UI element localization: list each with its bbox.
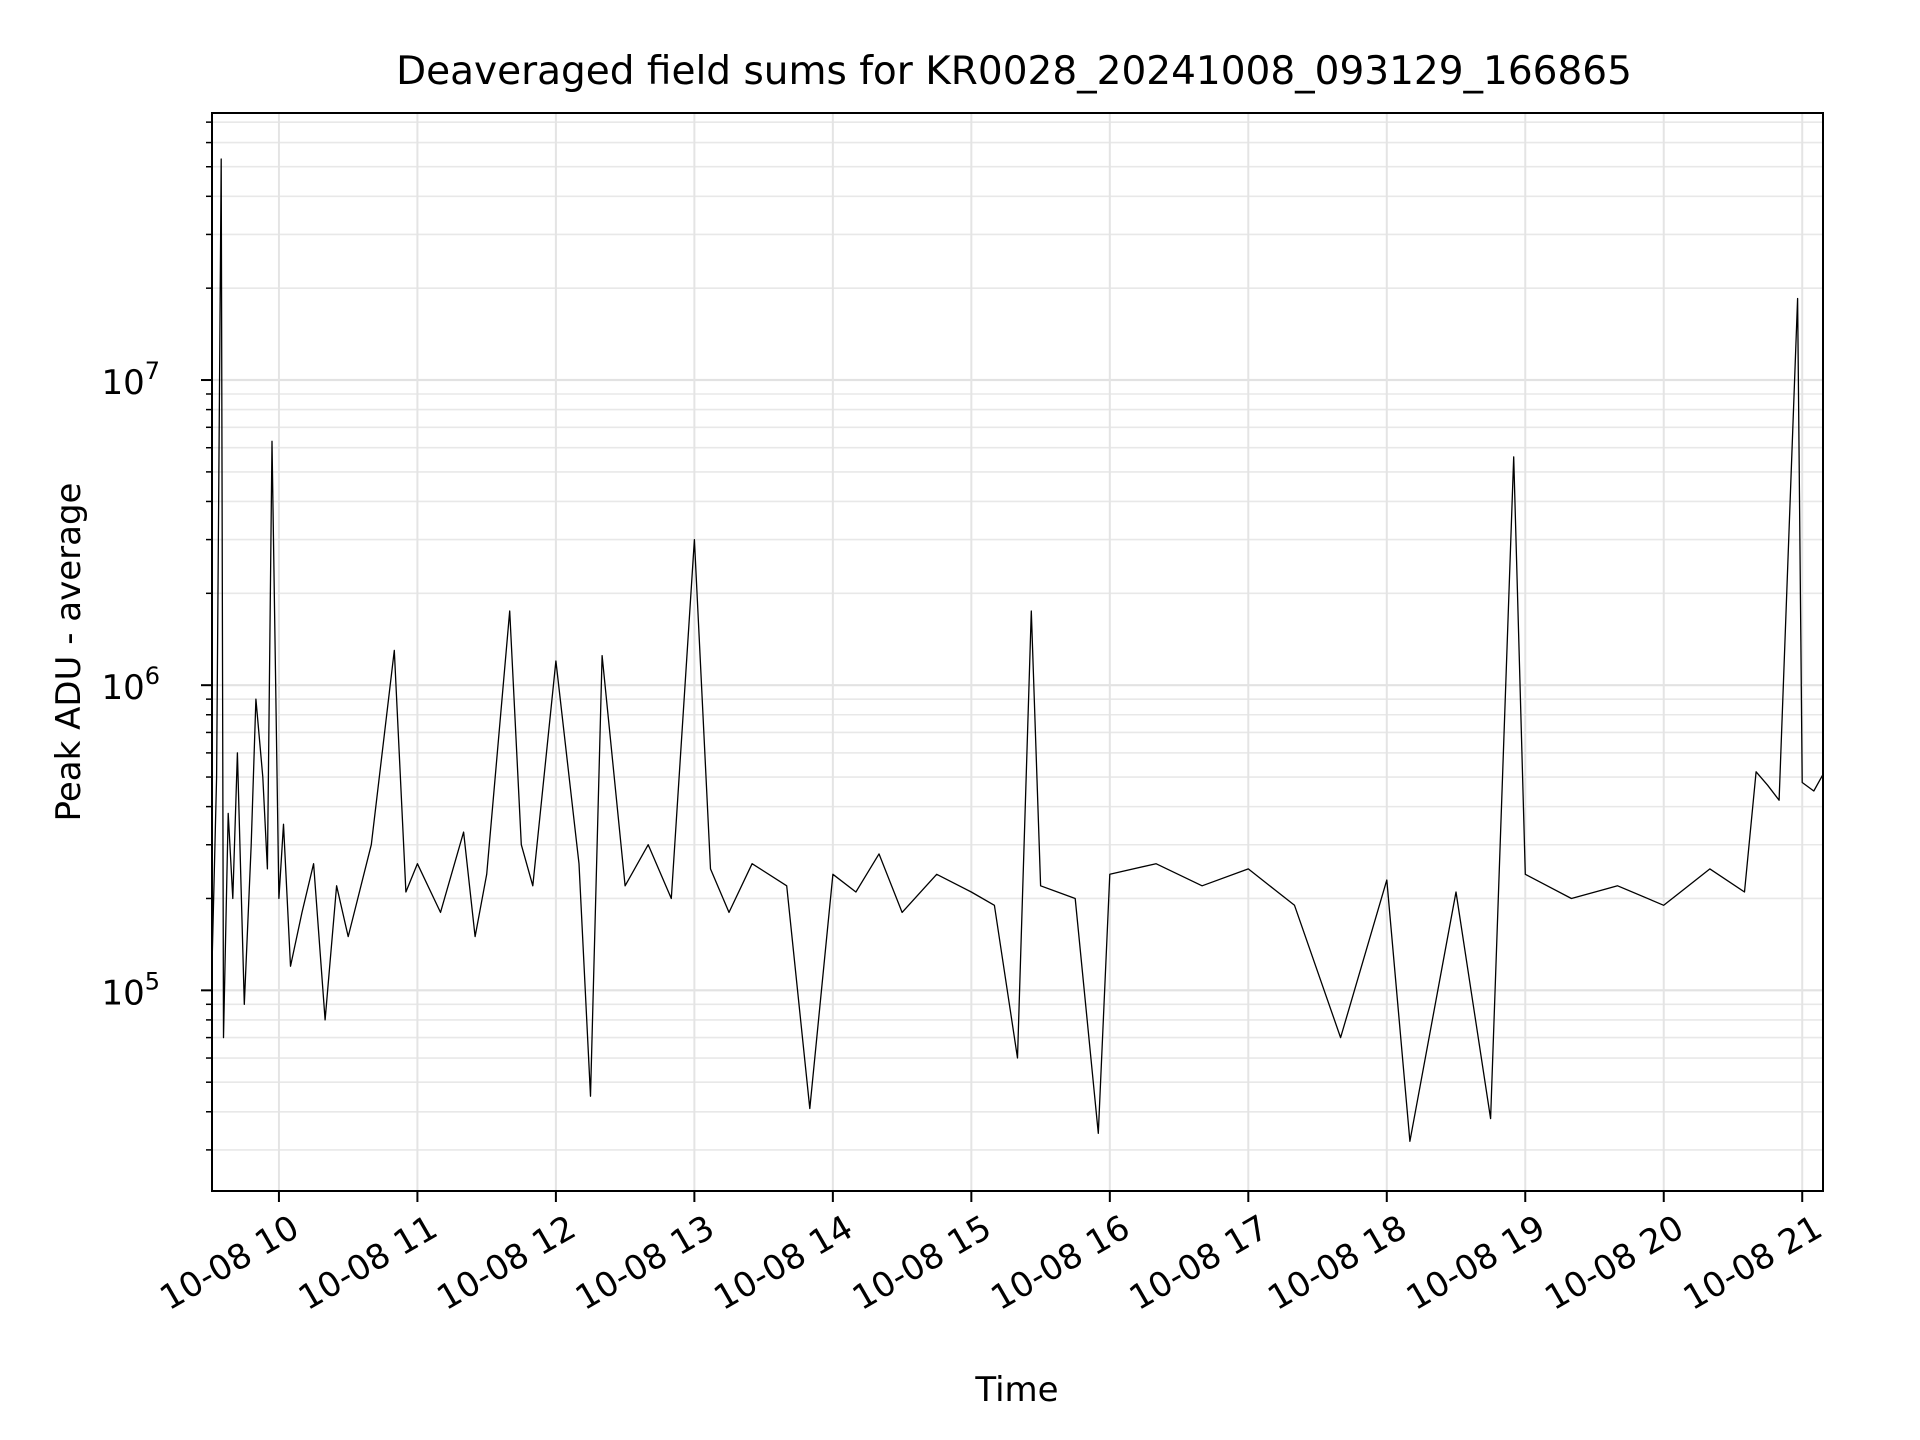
y-tick-label: 105 [101, 967, 160, 1013]
major-y-gridlines [212, 378, 1823, 992]
x-gridlines [277, 113, 1804, 1191]
minor-gridlines [212, 121, 1823, 1151]
y-tick-label: 107 [101, 357, 160, 403]
chart-title: Deaveraged field sums for KR0028_2024100… [396, 49, 1632, 94]
series-line [211, 158, 1824, 1142]
y-axis-label: Peak ADU - average [49, 483, 89, 822]
y-tick-label: 106 [101, 662, 160, 708]
plot-frame [211, 112, 1824, 1192]
x-axis-label: Time [974, 1370, 1058, 1410]
y-axis: 105 106 107 [101, 121, 212, 1151]
